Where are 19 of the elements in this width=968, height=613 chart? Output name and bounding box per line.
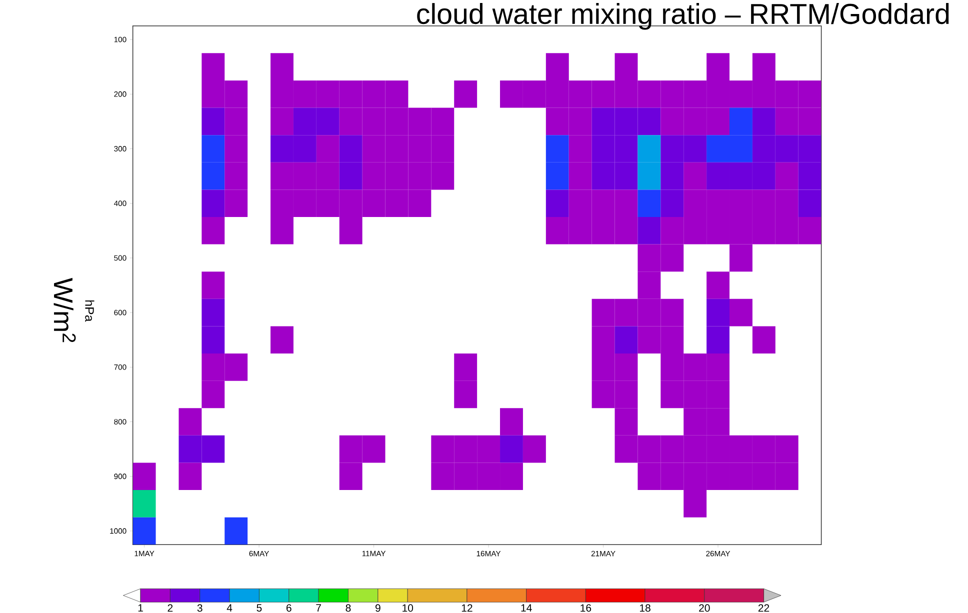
color-bar-label: 1 [138, 604, 143, 612]
color-bar-label: 3 [197, 604, 202, 612]
color-bar-label: 22 [758, 604, 770, 612]
chart-title: cloud water mixing ratio – RRTM/Goddard [417, 3, 949, 30]
y-axis-title: hPa [85, 300, 94, 322]
color-bar-label: 12 [462, 604, 472, 612]
color-bar-label: 10 [402, 604, 414, 612]
color-bar-label: 4 [226, 604, 232, 612]
color-bar-label: 14 [521, 604, 532, 612]
color-bar-label: 5 [256, 604, 262, 612]
color-bar-label: 2 [168, 604, 173, 612]
color-bar-label: 16 [580, 604, 592, 612]
color-bar-label: 7 [316, 604, 321, 612]
text: W/m$^{2}$ [54, 278, 76, 342]
color-bar-label: 8 [346, 604, 351, 612]
color-bar-label: 18 [640, 604, 650, 612]
color-bar-label: 9 [376, 604, 380, 612]
color-bar-label: 20 [699, 604, 710, 612]
color-bar-label: 6 [286, 604, 292, 612]
